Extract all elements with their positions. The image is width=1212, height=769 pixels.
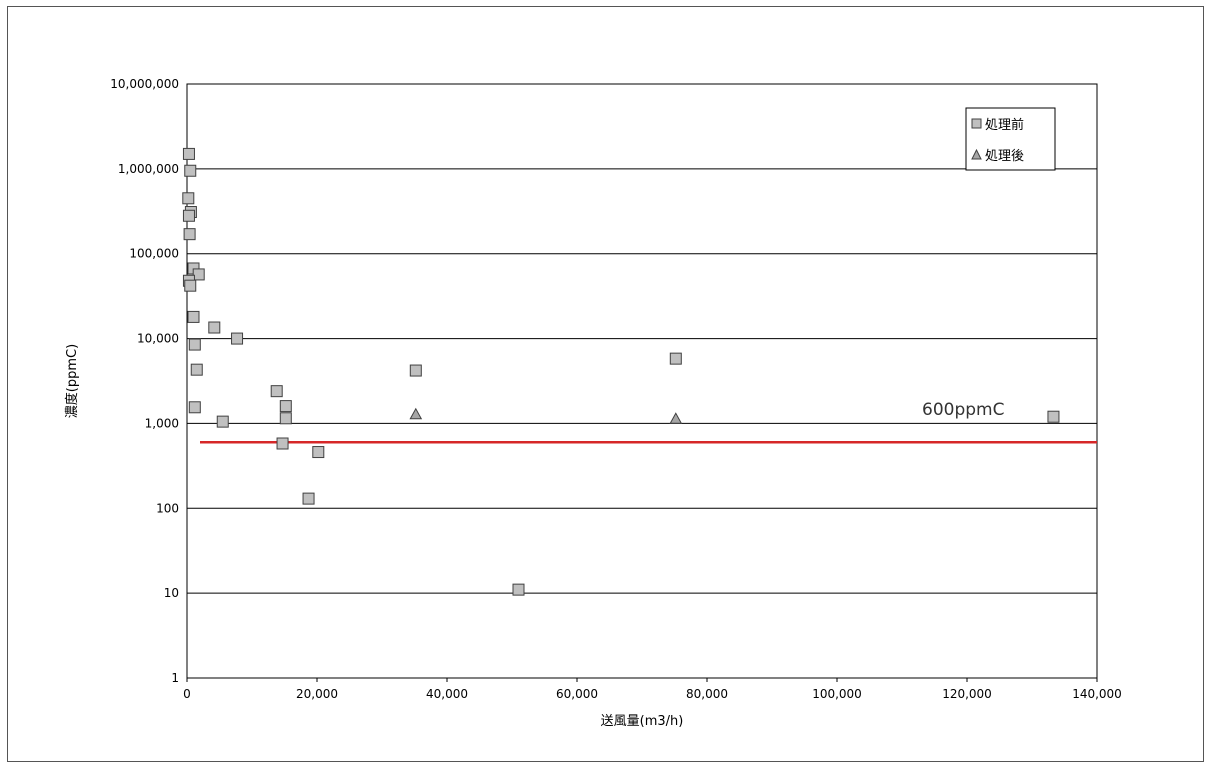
- data-point-before: [183, 193, 194, 204]
- x-tick-label: 80,000: [686, 687, 728, 701]
- data-point-before: [271, 386, 282, 397]
- legend-label-before: 処理前: [985, 117, 1024, 133]
- data-point-before: [277, 438, 288, 449]
- y-tick-label: 10,000,000: [110, 77, 179, 91]
- data-point-before: [410, 365, 421, 376]
- y-tick-label: 100: [156, 501, 179, 515]
- data-point-before: [280, 413, 291, 424]
- y-tick-labels: 1 10 100 1,000 10,000 100,000 1,000,000 10,000,…: [110, 77, 179, 685]
- legend: 処理前 処理後: [966, 108, 1055, 170]
- plot-area: [187, 84, 1097, 678]
- y-tick-label: 10: [164, 586, 179, 600]
- data-point-before: [188, 311, 199, 322]
- data-point-before: [189, 402, 200, 413]
- data-point-after: [670, 413, 681, 423]
- data-point-before: [513, 584, 524, 595]
- data-point-after: [410, 409, 421, 419]
- x-tick-label: 0: [183, 687, 191, 701]
- x-tick-labels: 0 20,000 40,000 60,000 80,000 100,000 120,000 1…: [183, 678, 1122, 701]
- threshold-label: 600ppmC: [922, 400, 1004, 420]
- y-tick-label: 1: [171, 671, 179, 685]
- data-point-before: [303, 493, 314, 504]
- data-point-before: [191, 364, 202, 375]
- data-point-before: [183, 210, 194, 221]
- grid-lines: [187, 169, 1097, 593]
- data-point-before: [209, 322, 220, 333]
- x-axis-title: 送風量(m3/h): [601, 714, 684, 729]
- data-point-before: [217, 416, 228, 427]
- data-point-before: [313, 447, 324, 458]
- data-point-before: [185, 280, 196, 291]
- y-tick-label: 100,000: [129, 247, 179, 261]
- data-point-before: [280, 401, 291, 412]
- data-point-before: [184, 229, 195, 240]
- threshold: 600ppmC: [200, 400, 1097, 442]
- data-point-before: [189, 339, 200, 350]
- data-point-before: [185, 165, 196, 176]
- legend-marker-square: [972, 119, 981, 128]
- data-point-before: [183, 148, 194, 159]
- y-tick-label: 1,000,000: [118, 162, 179, 176]
- data-points: [183, 148, 1059, 595]
- x-tick-label: 20,000: [296, 687, 338, 701]
- x-tick-label: 40,000: [426, 687, 468, 701]
- y-tick-label: 10,000: [137, 332, 179, 346]
- x-tick-label: 100,000: [812, 687, 862, 701]
- y-tick-label: 1,000: [145, 416, 179, 430]
- y-axis-title: 濃度(ppmC): [64, 344, 80, 418]
- x-tick-label: 120,000: [942, 687, 992, 701]
- x-tick-label: 60,000: [556, 687, 598, 701]
- legend-label-after: 処理後: [985, 149, 1024, 164]
- x-tick-label: 140,000: [1072, 687, 1122, 701]
- data-point-before: [1048, 411, 1059, 422]
- data-point-before: [670, 353, 681, 364]
- data-point-before: [232, 333, 243, 344]
